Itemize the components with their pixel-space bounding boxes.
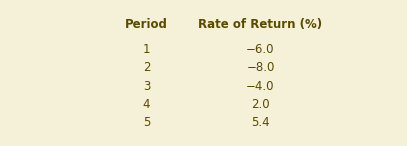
Text: −4.0: −4.0 xyxy=(246,80,275,93)
Text: −6.0: −6.0 xyxy=(246,43,275,56)
Text: 2: 2 xyxy=(143,61,150,74)
Text: 2.0: 2.0 xyxy=(251,98,270,111)
Text: 1: 1 xyxy=(143,43,150,56)
Text: 5: 5 xyxy=(143,116,150,129)
Text: Period: Period xyxy=(125,18,168,31)
Text: Rate of Return (%): Rate of Return (%) xyxy=(199,18,322,31)
Text: 5.4: 5.4 xyxy=(251,116,270,129)
Text: −8.0: −8.0 xyxy=(246,61,275,74)
Text: 4: 4 xyxy=(143,98,150,111)
Text: 3: 3 xyxy=(143,80,150,93)
